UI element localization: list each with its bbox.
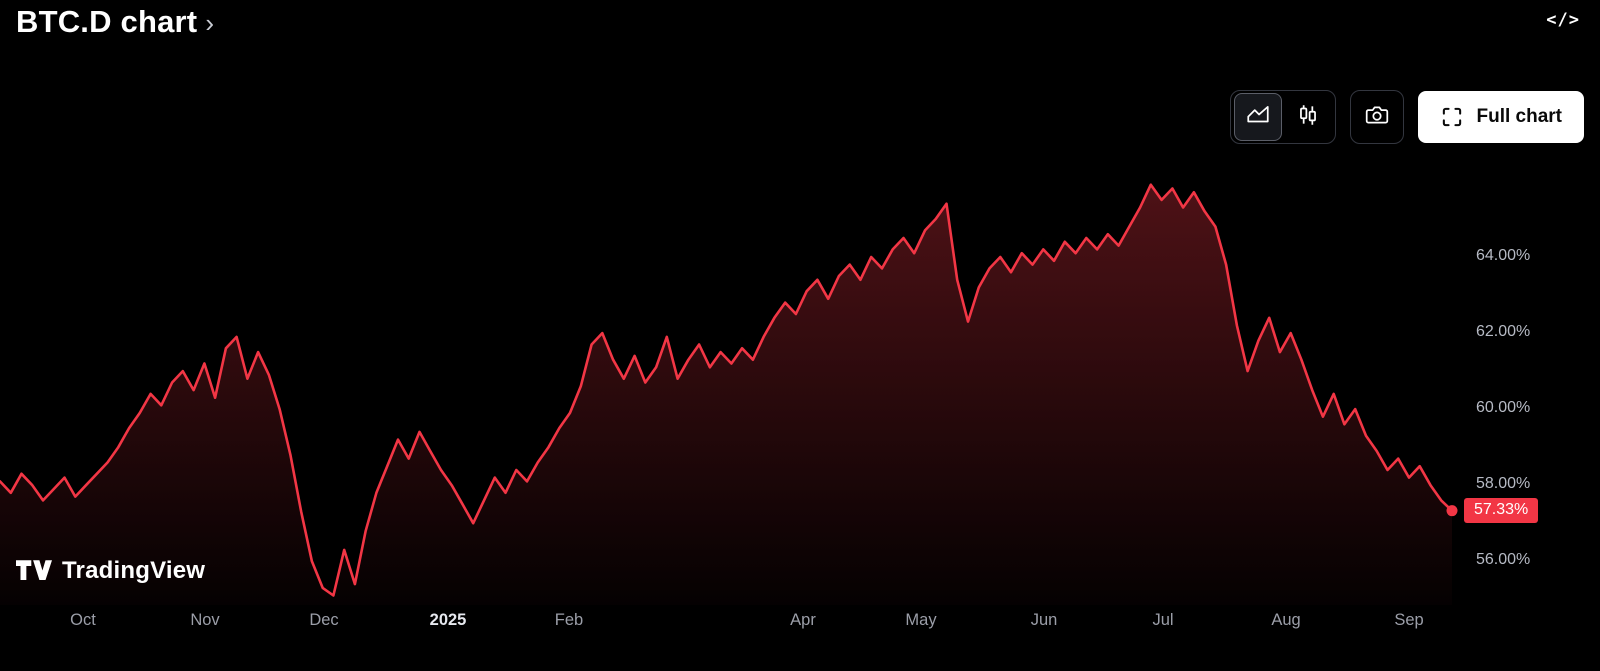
y-axis-label: 60.00% — [1476, 399, 1531, 417]
chart-title-link[interactable]: BTC.D chart › — [16, 4, 214, 40]
full-chart-button[interactable]: Full chart — [1418, 91, 1584, 143]
area-fill — [0, 184, 1452, 605]
time-axis: Oct Nov Dec 2025 Feb Apr May Jun Jul Aug Sep — [0, 611, 1460, 637]
area-chart-button[interactable] — [1234, 93, 1283, 141]
tradingview-logo[interactable]: TradingView — [16, 557, 205, 585]
x-axis-label: May — [905, 611, 937, 629]
fullscreen-icon — [1440, 105, 1464, 129]
chart-toolbar: Full chart — [1230, 90, 1584, 144]
page-title: BTC.D chart — [16, 4, 198, 39]
tradingview-logo-text: TradingView — [62, 557, 206, 584]
screenshot-button[interactable] — [1350, 90, 1405, 144]
full-chart-label: Full chart — [1476, 106, 1562, 127]
chevron-right-icon: › — [205, 7, 214, 38]
x-axis-label: Jul — [1152, 611, 1174, 629]
price-chart[interactable] — [0, 160, 1460, 605]
x-axis-label: Feb — [554, 611, 584, 629]
x-axis-label: Aug — [1271, 611, 1301, 629]
y-axis-label: 62.00% — [1476, 323, 1531, 341]
y-axis-label: 56.00% — [1476, 551, 1531, 569]
price-axis: 64.00% 62.00% 60.00% 58.00% 56.00% — [1476, 160, 1586, 605]
x-axis-label: Apr — [790, 611, 816, 629]
x-axis-label: Jun — [1030, 611, 1058, 629]
last-price-dot — [1446, 505, 1458, 517]
x-axis-label: Dec — [309, 611, 339, 629]
x-axis-label: Sep — [1394, 611, 1424, 629]
chart-type-toggle-group — [1230, 90, 1337, 144]
x-axis-label: Nov — [190, 611, 220, 629]
candlestick-chart-icon — [1295, 102, 1321, 133]
x-axis-label: 2025 — [429, 611, 467, 629]
source-code-icon[interactable]: </> — [1546, 10, 1580, 30]
camera-icon — [1364, 102, 1390, 133]
last-price-badge: 57.33% — [1464, 497, 1539, 523]
price-line — [0, 183, 1454, 597]
x-axis-label: Oct — [70, 611, 96, 629]
candlestick-chart-button[interactable] — [1284, 93, 1332, 141]
y-axis-label: 64.00% — [1476, 246, 1531, 264]
area-chart-icon — [1245, 102, 1271, 133]
tradingview-logo-icon — [16, 559, 52, 583]
y-axis-label: 58.00% — [1476, 475, 1531, 493]
